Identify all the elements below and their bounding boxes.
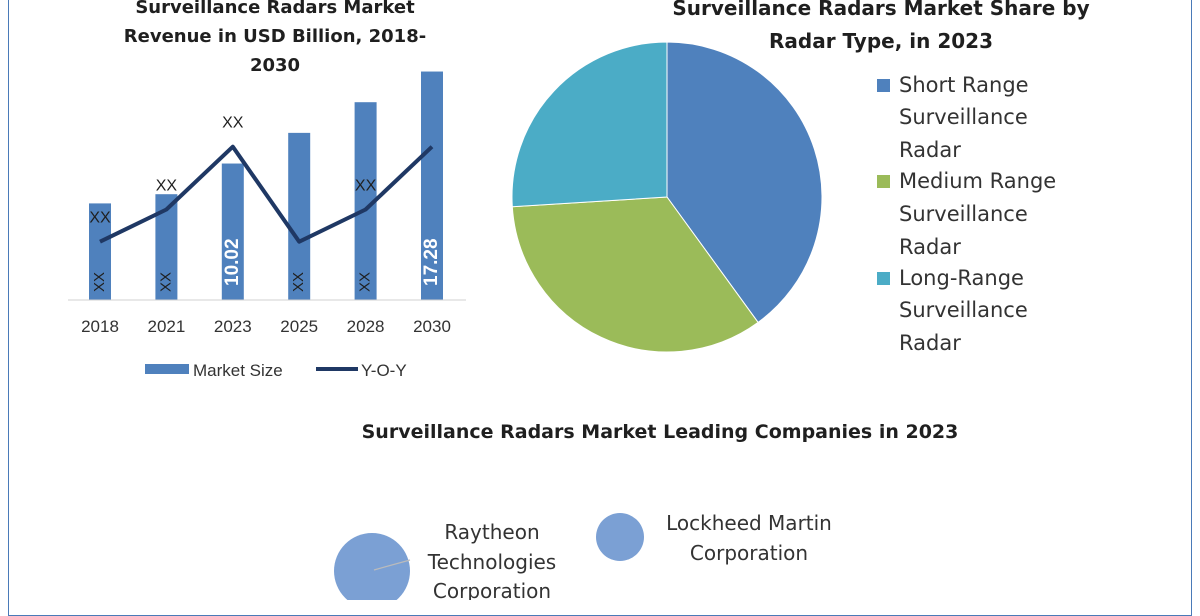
pie-slice-short-range — [666, 41, 823, 324]
bar-2025 — [288, 132, 311, 300]
bar-series-market-size — [89, 71, 443, 301]
bar-label-2021: XX — [157, 272, 174, 292]
legend-label-market-size: Market Size — [193, 361, 283, 380]
pie-slice-medium-range — [511, 196, 759, 353]
company-label-raytheon-line-1: Raytheon — [444, 520, 539, 544]
company-label-lockheed-line-1: Lockheed Martin — [666, 511, 832, 535]
bar-2030 — [421, 71, 443, 301]
legend-swatch-short-range — [877, 79, 890, 92]
legend-swatch-long-range — [877, 272, 890, 285]
legend-long-range-line-1: Long-Range — [899, 266, 1024, 290]
legend-swatch-market-size — [145, 364, 189, 374]
bar-data-labels: XX XX 10.02 XX XX 17.28 — [91, 238, 442, 292]
legend-medium-range-line-2: Surveillance — [899, 202, 1028, 226]
leading-companies-section: Surveillance Radars Market Leading Compa… — [334, 421, 958, 600]
legend-swatch-medium-range — [877, 175, 890, 188]
legend-medium-range-line-3: Radar — [899, 235, 961, 259]
x-tick-2028: 2028 — [347, 317, 385, 336]
legend-long-range-line-3: Radar — [899, 331, 961, 355]
yoy-label-2028: XX — [355, 178, 377, 195]
legend-label-yoy: Y-O-Y — [361, 361, 407, 380]
bar-2023 — [221, 163, 244, 300]
pie-chart-title-line-2: Radar Type, in 2023 — [769, 29, 993, 53]
infographic-canvas: Surveillance Radars Market Revenue in US… — [68, 0, 1090, 600]
bar-2018 — [89, 203, 111, 300]
radar-type-share-chart: Surveillance Radars Market Share by Rada… — [511, 0, 1090, 355]
bar-2028 — [354, 102, 377, 300]
bar-chart-title-line-2: Revenue in USD Billion, 2018- — [124, 26, 426, 47]
bar-label-2023: 10.02 — [222, 238, 243, 286]
company-bubble-lockheed — [596, 513, 644, 561]
companies-title: Surveillance Radars Market Leading Compa… — [362, 421, 959, 443]
legend-short-range-line-1: Short Range — [899, 73, 1029, 97]
x-tick-2018: 2018 — [81, 317, 119, 336]
pie-chart-legend: Short Range Surveillance Radar Medium Ra… — [877, 73, 1056, 355]
company-leader-line-raytheon — [373, 559, 411, 571]
bar-chart-title-line-1: Surveillance Radars Market — [135, 0, 415, 18]
pie-slice-long-range — [511, 41, 668, 208]
bar-label-2018: XX — [91, 272, 108, 292]
pie-slices — [511, 41, 823, 353]
bar-chart-legend: Market Size Y-O-Y — [145, 361, 407, 380]
bar-chart-title-line-3: 2030 — [250, 55, 300, 76]
legend-short-range-line-2: Surveillance — [899, 105, 1028, 129]
x-tick-2021: 2021 — [147, 317, 185, 336]
yoy-label-2021: XX — [156, 178, 178, 195]
bar-2021 — [155, 194, 178, 300]
line-series-yoy — [99, 144, 434, 244]
bar-label-2030: 17.28 — [421, 238, 442, 286]
yoy-label-2018: XX — [89, 210, 111, 227]
market-revenue-chart: Surveillance Radars Market Revenue in US… — [68, 0, 466, 380]
company-label-lockheed-line-2: Corporation — [690, 541, 808, 565]
legend-short-range-line-3: Radar — [899, 138, 961, 162]
x-tick-2030: 2030 — [413, 317, 451, 336]
legend-long-range-line-2: Surveillance — [899, 298, 1028, 322]
pie-chart-title-line-1: Surveillance Radars Market Share by — [672, 0, 1089, 20]
bar-label-2028: XX — [357, 272, 374, 292]
bar-label-2025: XX — [290, 272, 307, 292]
x-tick-2025: 2025 — [280, 317, 318, 336]
x-tick-2023: 2023 — [214, 317, 252, 336]
line-data-labels: XX XX XX XX — [89, 115, 376, 227]
yoy-label-2023: XX — [222, 115, 244, 132]
company-label-raytheon-line-3: Corporation — [433, 579, 551, 600]
x-axis-tick-labels: 2018 2021 2023 2025 2028 2030 — [81, 317, 451, 336]
legend-medium-range-line-1: Medium Range — [899, 169, 1056, 193]
company-label-raytheon-line-2: Technologies — [427, 550, 556, 574]
company-bubble-raytheon — [334, 533, 410, 600]
